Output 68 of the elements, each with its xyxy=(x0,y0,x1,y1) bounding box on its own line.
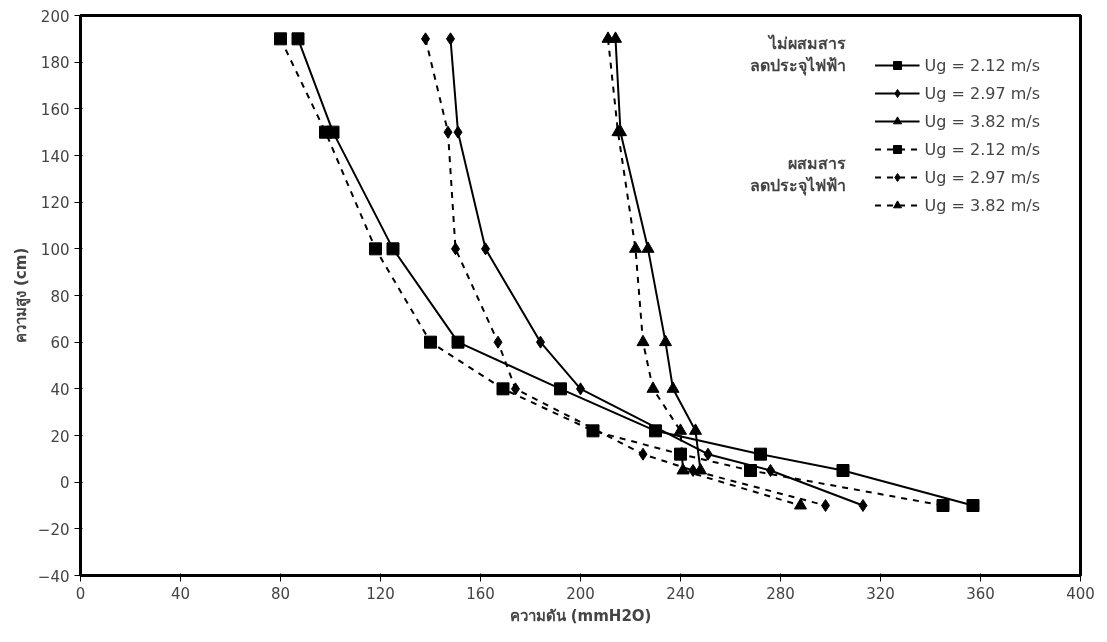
point xyxy=(754,447,767,461)
x-axis-title: ความดัน (mmH2O) xyxy=(509,606,652,625)
point xyxy=(386,242,400,256)
point xyxy=(636,334,650,347)
x-tick-label: 0 xyxy=(75,584,86,603)
point xyxy=(453,125,463,139)
y-tick-label: −40 xyxy=(37,567,70,586)
legend-label: Ug = 2.12 m/s xyxy=(924,139,1040,159)
point xyxy=(638,447,648,461)
point xyxy=(586,424,600,438)
point xyxy=(646,381,660,393)
y-tick-label: 120 xyxy=(40,194,70,213)
legend-label: Ug = 2.97 m/s xyxy=(924,167,1040,187)
y-axis-title: ความสูง (cm) xyxy=(11,247,31,344)
x-tick-label: 200 xyxy=(566,584,595,603)
point xyxy=(601,31,615,43)
point xyxy=(688,464,698,477)
point xyxy=(369,242,382,256)
point xyxy=(629,241,642,253)
legend-label: Ug = 2.97 m/s xyxy=(924,83,1040,103)
y-tick-label: 200 xyxy=(40,7,70,26)
x-tick-label: 320 xyxy=(866,584,895,603)
y-tick-label: 100 xyxy=(40,240,70,259)
point xyxy=(674,447,687,461)
x-tick-label: 160 xyxy=(466,584,495,603)
point xyxy=(703,447,713,461)
point xyxy=(794,498,807,510)
point xyxy=(319,125,332,139)
point xyxy=(291,32,305,46)
point xyxy=(666,381,680,393)
y-tick-label: 20 xyxy=(50,427,70,446)
point xyxy=(641,241,655,253)
point xyxy=(676,463,690,475)
y-tick-label: 60 xyxy=(50,334,70,353)
point xyxy=(443,125,453,139)
point xyxy=(689,423,702,435)
y-tick-label: 180 xyxy=(40,54,70,73)
y-tick-label: 160 xyxy=(40,100,70,119)
point xyxy=(554,382,567,396)
annotation: ผสมสาร ลดประจุไฟฟ้า xyxy=(749,153,846,197)
x-tick-label: 120 xyxy=(366,584,395,603)
point xyxy=(659,334,672,347)
x-tick-label: 280 xyxy=(766,584,795,603)
x-tick-label: 40 xyxy=(170,584,191,603)
point xyxy=(966,499,980,512)
point xyxy=(674,423,687,435)
legend-label: Ug = 2.12 m/s xyxy=(924,55,1040,75)
x-tick-label: 80 xyxy=(270,584,291,603)
point xyxy=(451,335,465,349)
point xyxy=(496,382,510,396)
x-tick-label: 240 xyxy=(666,584,695,603)
legend-label: Ug = 3.82 m/s xyxy=(924,111,1040,131)
point xyxy=(936,499,950,512)
point xyxy=(493,335,503,349)
y-tick-label: 0 xyxy=(59,474,70,493)
x-tick-label: 400 xyxy=(1066,584,1095,603)
point xyxy=(836,464,850,477)
y-tick-label: −20 xyxy=(37,520,70,539)
legend-label: Ug = 3.82 m/s xyxy=(924,195,1040,215)
annotation: ไม่ผสมสาร ลดประจุไฟฟ้า xyxy=(749,33,846,77)
y-tick-label: 140 xyxy=(40,147,70,166)
x-tick-label: 360 xyxy=(966,584,995,603)
point xyxy=(858,499,868,512)
point xyxy=(424,335,437,349)
y-tick-label: 40 xyxy=(50,380,70,399)
point xyxy=(274,32,287,46)
y-tick-label: 80 xyxy=(50,287,70,306)
point xyxy=(744,464,757,477)
